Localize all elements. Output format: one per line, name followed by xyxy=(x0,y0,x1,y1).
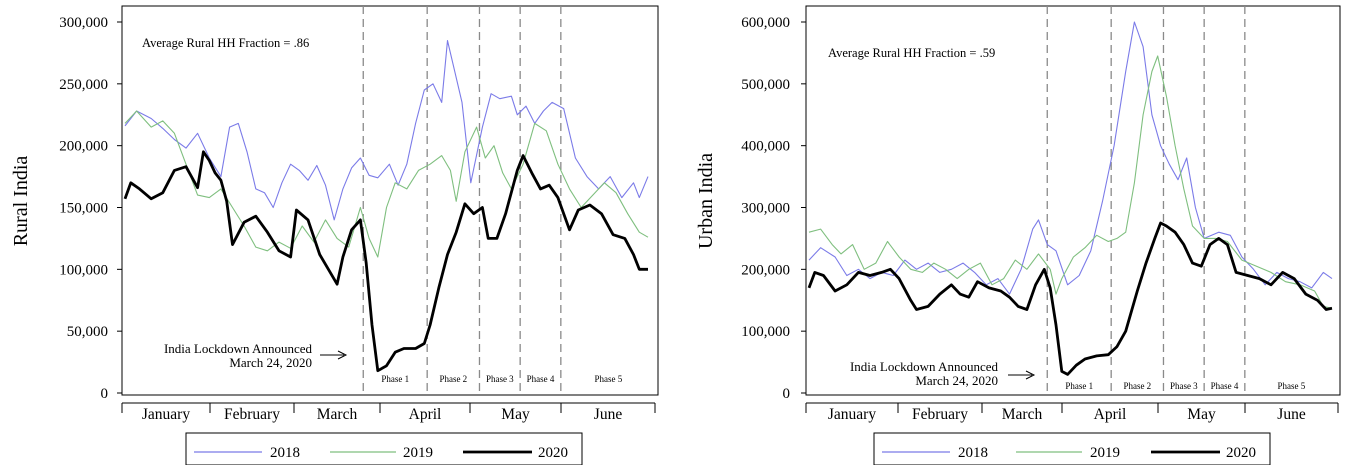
rural-y-tick-label: 100,000 xyxy=(59,262,108,278)
urban-month-label: February xyxy=(912,406,968,423)
legend-label-2020: 2020 xyxy=(1226,445,1256,461)
urban-y-tick-label: 100,000 xyxy=(741,324,790,340)
urban-phase-label: Phase 4 xyxy=(1211,381,1239,391)
urban-phase-label: Phase 2 xyxy=(1123,381,1151,391)
rural-lockdown-label-line1: India Lockdown Announced xyxy=(164,341,313,356)
urban-series-2019-line xyxy=(808,55,1333,309)
urban-phase-label: Phase 5 xyxy=(1278,381,1306,391)
rural-lockdown-label-line2: March 24, 2020 xyxy=(229,355,312,370)
rural-plot-frame xyxy=(121,5,659,396)
urban-y-tick-label: 200,000 xyxy=(741,262,790,278)
rural-legend: 2018 2019 2020 xyxy=(185,432,583,465)
rural-y-tick-label: 0 xyxy=(101,386,109,402)
urban-panel: Urban India Average Rural HH Fraction = … xyxy=(695,5,1341,423)
rural-series-2020-line xyxy=(123,150,648,373)
urban-y-tick-label: 500,000 xyxy=(741,77,790,93)
rural-phase-label: Phase 4 xyxy=(527,374,555,384)
urban-y-tick-label: 600,000 xyxy=(741,15,790,31)
rural-month-label: April xyxy=(409,406,442,423)
rural-phase-label: Phase 3 xyxy=(486,374,514,384)
rural-lockdown-arrow xyxy=(320,350,348,360)
rural-y-tick-label: 50,000 xyxy=(67,324,108,340)
rural-average-annotation: Average Rural HH Fraction = .86 xyxy=(142,36,309,50)
urban-lockdown-arrow xyxy=(1008,370,1036,380)
urban-y-axis-label: Urban India xyxy=(695,153,717,249)
rural-month-label: May xyxy=(501,406,530,423)
rural-phase-label: Phase 5 xyxy=(595,374,623,384)
rural-phase-label: Phase 2 xyxy=(439,374,467,384)
rural-y-axis-label: Rural India xyxy=(10,156,32,247)
urban-lockdown-label-line1: India Lockdown Announced xyxy=(850,359,999,374)
rural-series-2018-line xyxy=(124,40,649,221)
legend-label-2018: 2018 xyxy=(958,445,988,461)
legend-label-2020: 2020 xyxy=(538,445,568,461)
urban-lockdown-label-line2: March 24, 2020 xyxy=(915,373,998,388)
rural-y-tick-label: 150,000 xyxy=(59,201,108,217)
legend-label-2019: 2019 xyxy=(403,445,433,461)
urban-y-tick-label: 400,000 xyxy=(741,139,790,155)
urban-phase-label: Phase 1 xyxy=(1065,381,1093,391)
urban-month-label: June xyxy=(1277,406,1306,423)
urban-month-label: May xyxy=(1187,406,1216,423)
rural-y-tick-label: 200,000 xyxy=(59,139,108,155)
urban-month-label: April xyxy=(1094,406,1127,423)
urban-legend: 2018 2019 2020 xyxy=(873,432,1271,465)
urban-plot-frame xyxy=(805,5,1341,396)
rural-phase-label: Phase 1 xyxy=(381,374,409,384)
rural-month-label: January xyxy=(142,406,190,423)
urban-series-2018-line xyxy=(808,21,1333,295)
urban-average-annotation: Average Rural HH Fraction = .59 xyxy=(828,46,995,60)
urban-month-label: January xyxy=(828,406,876,423)
urban-series-2020-line xyxy=(807,221,1333,376)
rural-month-label: March xyxy=(317,406,358,423)
rural-y-tick-label: 300,000 xyxy=(59,15,108,31)
rural-month-label: February xyxy=(224,406,280,423)
legend-label-2018: 2018 xyxy=(270,445,300,461)
urban-y-tick-label: 300,000 xyxy=(741,201,790,217)
rural-y-tick-label: 250,000 xyxy=(59,77,108,93)
urban-y-tick-label: 0 xyxy=(783,386,791,402)
rural-panel: Rural India Average Rural HH Fraction = … xyxy=(10,5,659,423)
rural-month-label: June xyxy=(594,406,623,423)
rural-series-2019-line xyxy=(124,110,649,258)
urban-phase-label: Phase 3 xyxy=(1170,381,1198,391)
urban-month-label: March xyxy=(1002,406,1043,423)
legend-label-2019: 2019 xyxy=(1090,445,1120,461)
